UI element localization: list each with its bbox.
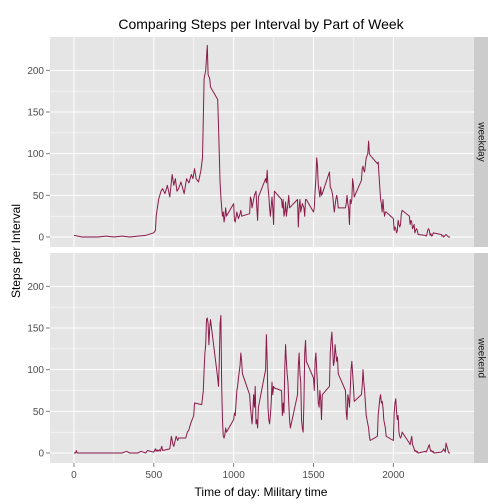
facet-label-weekend: weekend xyxy=(475,337,486,378)
x-tick-label: 2000 xyxy=(382,470,405,481)
y-tick-label: 100 xyxy=(27,149,44,160)
y-tick-label: 100 xyxy=(27,365,44,376)
x-tick-label: 0 xyxy=(71,470,77,481)
series-line-weekend xyxy=(73,315,451,454)
facet-label-weekday: weekday xyxy=(475,121,486,161)
y-tick-label: 0 xyxy=(38,233,44,244)
y-axis-title: Steps per Interval xyxy=(9,204,23,298)
series-line-weekday xyxy=(73,44,451,238)
facet-strip xyxy=(474,253,488,463)
y-tick-label: 150 xyxy=(27,108,44,119)
panel-background xyxy=(50,37,474,247)
x-axis-title: Time of day: Military time xyxy=(195,485,328,499)
x-tick-label: 1000 xyxy=(223,470,246,481)
panel-background xyxy=(50,253,474,463)
y-tick-label: 200 xyxy=(27,282,44,293)
x-tick-label: 500 xyxy=(145,470,162,481)
panels: 0 50 100 150 200 weekday 0 50 100 150 200 weekend 0 5… xyxy=(27,37,488,481)
y-tick-label: 150 xyxy=(27,324,44,335)
x-tick-label: 1500 xyxy=(302,470,325,481)
y-tick-label: 0 xyxy=(38,449,44,460)
y-tick-label: 200 xyxy=(27,66,44,77)
y-tick-label: 50 xyxy=(33,191,45,202)
panel-weekday: 0 50 100 150 200 weekday xyxy=(27,37,488,247)
y-tick-label: 50 xyxy=(33,407,45,418)
panel-weekend: 0 50 100 150 200 weekend 0 500 1000 1500 2000 xyxy=(27,253,488,481)
chart-title: Comparing Steps per Interval by Part of … xyxy=(118,16,404,32)
facet-strip xyxy=(474,37,488,247)
